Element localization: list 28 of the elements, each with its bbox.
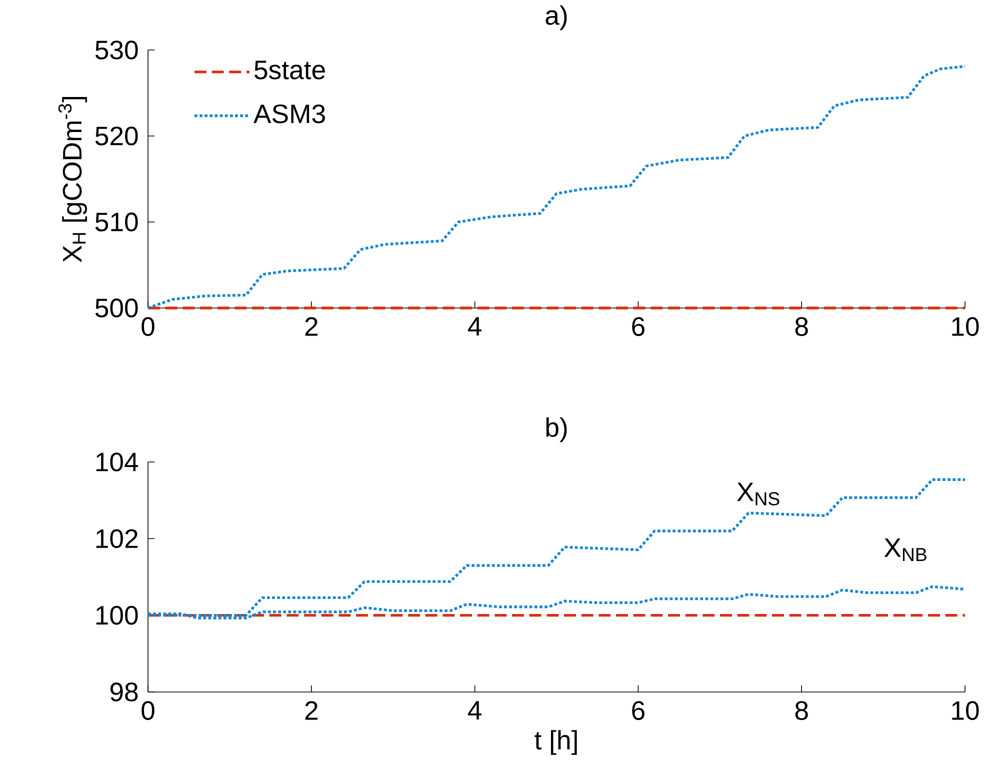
- x-tick-label: 6: [632, 701, 644, 720]
- x-tick-label: 10: [952, 701, 979, 720]
- series-label: X$_{NB}$: [884, 538, 926, 561]
- x-tick-label: 4: [468, 317, 482, 336]
- x-tick-label: 0: [142, 701, 154, 720]
- y-tick-label: 98: [110, 682, 138, 702]
- x-tick-label: 8: [795, 317, 808, 336]
- x-tick-label: 10: [952, 317, 979, 336]
- x-tick-label: 8: [795, 701, 808, 720]
- x-axis-title: t [h]: [534, 730, 577, 755]
- chart-title: a): [546, 5, 567, 30]
- y-tick-label: 100: [96, 606, 138, 625]
- y-tick-label: 510: [95, 212, 138, 232]
- legend-label: ASM3: [254, 104, 325, 124]
- y-tick-label: 102: [96, 529, 138, 548]
- y-tick-label: 104: [96, 452, 138, 472]
- y-tick-label: 520: [95, 126, 138, 146]
- x-tick-label: 0: [142, 317, 154, 336]
- legend-label: 5state: [254, 60, 325, 80]
- x-tick-label: 2: [305, 701, 318, 720]
- x-tick-label: 4: [468, 701, 482, 720]
- x-tick-label: 6: [632, 317, 644, 336]
- y-tick-label: 530: [95, 40, 138, 60]
- series-label: X$_{NS}$: [737, 482, 780, 506]
- x-tick-label: 2: [305, 317, 318, 336]
- y-tick-label: 500: [95, 298, 138, 318]
- chart-title: b): [546, 417, 567, 442]
- y-axis-title: X$_{H}$ [gCODm$^{-3}$]: [58, 97, 87, 262]
